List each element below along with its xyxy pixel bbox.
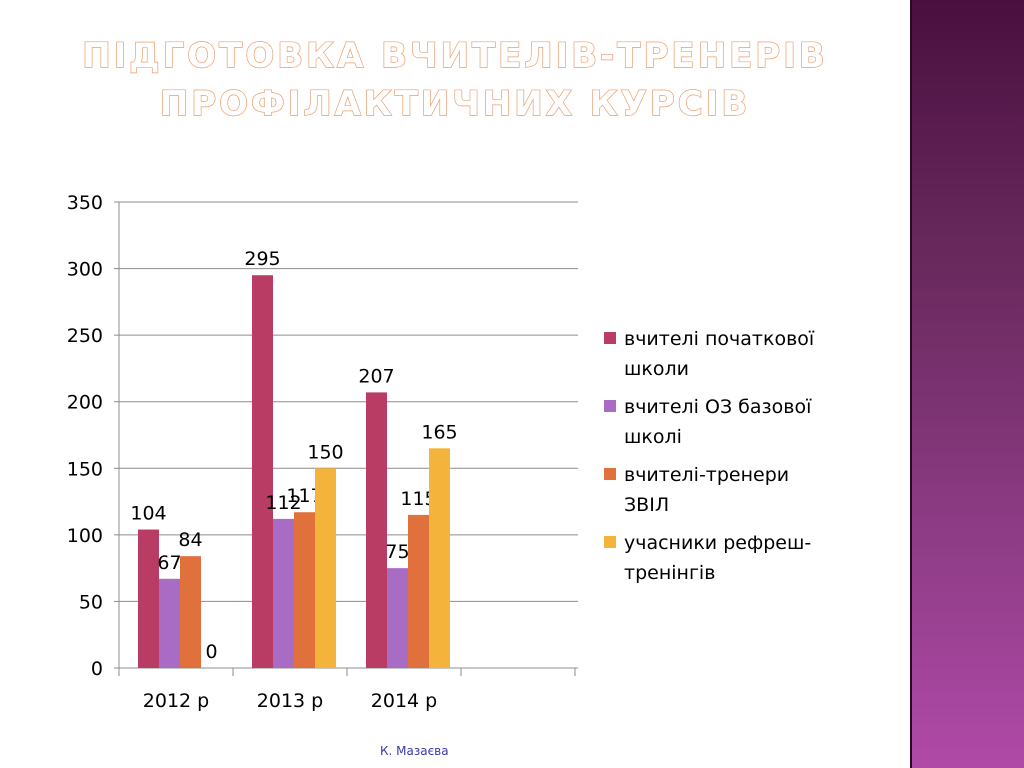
data-label: 112	[265, 492, 301, 514]
data-label: 165	[421, 421, 457, 443]
x-tick-label: 2014 р	[371, 690, 437, 712]
data-label: 150	[307, 441, 343, 463]
bar	[159, 578, 180, 668]
author-footer: К. Мазаєва	[380, 744, 449, 758]
bar	[273, 518, 294, 668]
legend-label-line: вчителі ОЗ базової	[624, 396, 812, 418]
x-tick-label: 2012 р	[143, 690, 209, 712]
y-tick-label: 150	[67, 458, 103, 480]
data-label: 84	[178, 529, 202, 551]
data-label: 104	[130, 503, 166, 525]
bar	[366, 392, 387, 668]
data-label: 0	[205, 641, 217, 663]
data-label: 75	[385, 541, 409, 563]
bar	[138, 529, 159, 668]
y-tick-label: 50	[79, 591, 103, 613]
x-tick-label: 2013 р	[257, 690, 323, 712]
legend-label: вчителі-тренери ЗВІЛ	[624, 464, 789, 516]
bar	[294, 512, 315, 668]
data-label: 117	[286, 485, 322, 507]
side-band-edge	[910, 0, 913, 768]
y-tick-label: 300	[67, 259, 103, 281]
legend-swatch	[604, 332, 616, 344]
title-line-1: ПІДГОТОВКА ВЧИТЕЛІВ-ТРЕНЕРІВ	[82, 35, 828, 76]
data-label: 67	[157, 552, 181, 574]
legend-label-line: тренінгів	[624, 562, 715, 584]
side-decorative-band	[912, 0, 1024, 768]
bar	[408, 514, 429, 668]
bar	[180, 556, 201, 668]
y-tick-label: 200	[67, 392, 103, 414]
legend-label: вчителі ОЗ базової школі	[624, 396, 812, 448]
y-tick-label: 350	[67, 192, 103, 214]
bar	[252, 275, 273, 668]
legend-label-line: ЗВІЛ	[624, 494, 669, 516]
legend-label-line: вчителі-тренери	[624, 464, 789, 486]
legend-label-line: учасники рефреш-	[624, 532, 811, 554]
bar	[429, 448, 450, 668]
data-label: 295	[244, 248, 280, 270]
title-line-2: ПРОФІЛАКТИЧНИХ КУРСІВ	[159, 83, 751, 124]
legend-label: вчителі початкової школи	[624, 328, 815, 380]
y-tick-label: 100	[67, 525, 103, 547]
legend-swatch	[604, 400, 616, 412]
bar	[387, 568, 408, 668]
legend-label-line: школі	[624, 426, 682, 448]
bar	[315, 468, 336, 668]
y-tick-label: 250	[67, 325, 103, 347]
slide-title: ПІДГОТОВКА ВЧИТЕЛІВ-ТРЕНЕРІВ ПРОФІЛАКТИЧ…	[40, 32, 870, 128]
data-label: 115	[400, 488, 436, 510]
legend-label-line: школи	[624, 358, 689, 380]
legend-swatch	[604, 468, 616, 480]
legend-label: учасники рефреш-тренінгів	[624, 532, 811, 584]
legend-swatch	[604, 536, 616, 548]
data-label: 207	[358, 365, 394, 387]
legend-label-line: вчителі початкової	[624, 328, 815, 350]
y-tick-label: 0	[91, 658, 103, 680]
